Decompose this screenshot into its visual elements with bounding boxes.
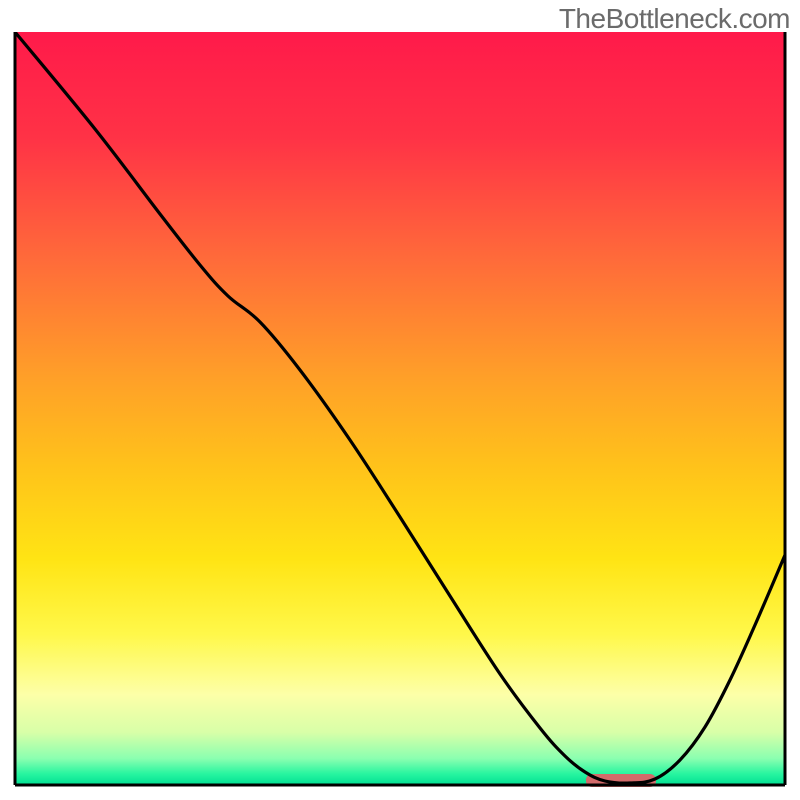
gradient-background (15, 32, 785, 785)
watermark-text: TheBottleneck.com (559, 3, 790, 35)
plot-area (15, 32, 785, 787)
chart-svg (0, 0, 800, 800)
chart-canvas: TheBottleneck.com (0, 0, 800, 800)
